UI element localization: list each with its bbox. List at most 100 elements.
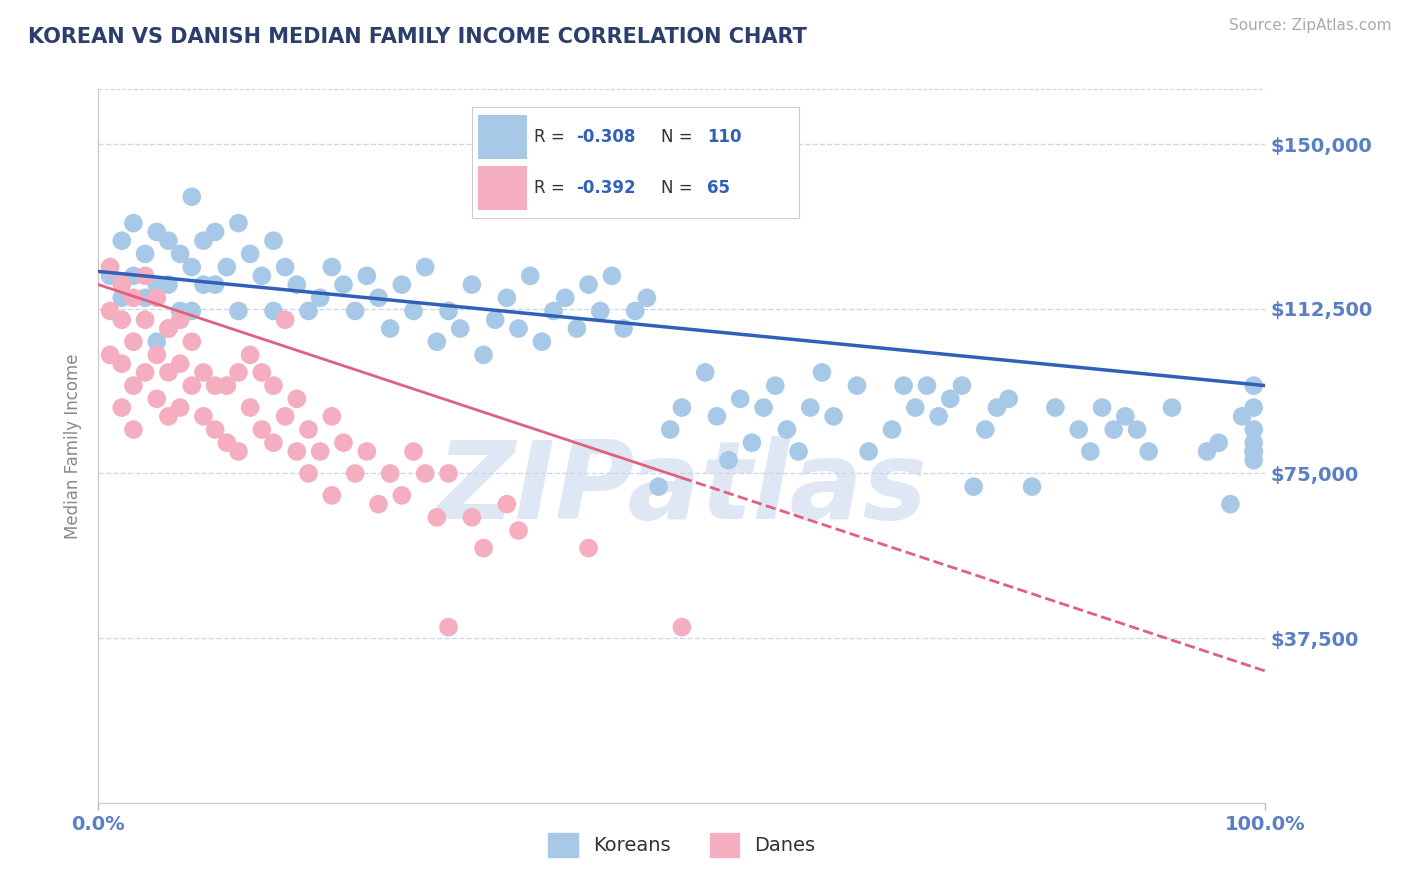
- Point: [134, 366, 156, 380]
- Point: [1067, 423, 1090, 437]
- Point: [285, 277, 308, 292]
- Point: [413, 467, 436, 481]
- Point: [332, 435, 354, 450]
- Point: [449, 321, 471, 335]
- Point: [578, 541, 600, 555]
- Point: [858, 444, 880, 458]
- Point: [309, 444, 332, 458]
- Point: [204, 378, 226, 392]
- Text: -0.392: -0.392: [576, 178, 636, 197]
- Point: [741, 435, 763, 450]
- Point: [250, 268, 273, 283]
- Point: [250, 366, 273, 380]
- Point: [437, 467, 460, 481]
- Point: [262, 304, 284, 318]
- Point: [391, 277, 413, 292]
- Point: [530, 334, 553, 349]
- Point: [997, 392, 1019, 406]
- Point: [893, 378, 915, 392]
- Point: [904, 401, 927, 415]
- Point: [461, 510, 484, 524]
- Point: [157, 366, 180, 380]
- Point: [169, 312, 191, 326]
- Point: [169, 247, 191, 261]
- Point: [134, 268, 156, 283]
- FancyBboxPatch shape: [478, 166, 527, 210]
- Point: [157, 409, 180, 424]
- Point: [344, 467, 367, 481]
- Point: [426, 510, 449, 524]
- Text: R =: R =: [534, 128, 569, 146]
- Point: [285, 392, 308, 406]
- Point: [111, 401, 134, 415]
- Point: [157, 234, 180, 248]
- Point: [285, 444, 308, 458]
- Text: -0.308: -0.308: [576, 128, 636, 146]
- Point: [146, 277, 169, 292]
- Point: [228, 444, 250, 458]
- Point: [1114, 409, 1136, 424]
- Text: KOREAN VS DANISH MEDIAN FAMILY INCOME CORRELATION CHART: KOREAN VS DANISH MEDIAN FAMILY INCOME CO…: [28, 27, 807, 46]
- Point: [695, 366, 717, 380]
- Point: [122, 216, 145, 230]
- Point: [600, 268, 623, 283]
- Point: [554, 291, 576, 305]
- Point: [193, 366, 215, 380]
- Point: [262, 234, 284, 248]
- Point: [250, 423, 273, 437]
- Point: [146, 291, 169, 305]
- Point: [378, 467, 402, 481]
- Point: [472, 348, 495, 362]
- Point: [495, 291, 517, 305]
- Point: [122, 423, 145, 437]
- Point: [1208, 435, 1230, 450]
- Point: [495, 497, 517, 511]
- Point: [519, 268, 541, 283]
- Point: [157, 321, 180, 335]
- Point: [799, 401, 821, 415]
- Point: [367, 497, 389, 511]
- Point: [122, 334, 145, 349]
- Point: [1219, 497, 1241, 511]
- Point: [228, 304, 250, 318]
- Point: [1102, 423, 1125, 437]
- Point: [134, 247, 156, 261]
- Point: [565, 321, 588, 335]
- Point: [811, 366, 834, 380]
- Point: [111, 291, 134, 305]
- Point: [647, 480, 669, 494]
- Point: [309, 291, 332, 305]
- Point: [146, 225, 169, 239]
- Point: [1243, 444, 1265, 458]
- Point: [1243, 423, 1265, 437]
- Point: [880, 423, 903, 437]
- Point: [180, 304, 202, 318]
- Text: 65: 65: [707, 178, 730, 197]
- Point: [962, 480, 984, 494]
- Point: [146, 348, 169, 362]
- Point: [846, 378, 869, 392]
- Point: [262, 435, 284, 450]
- Text: 110: 110: [707, 128, 741, 146]
- Point: [367, 291, 389, 305]
- Point: [157, 321, 180, 335]
- Point: [706, 409, 728, 424]
- Point: [589, 304, 612, 318]
- Point: [111, 277, 134, 292]
- Point: [787, 444, 810, 458]
- Point: [1126, 423, 1149, 437]
- Point: [134, 312, 156, 326]
- Point: [122, 378, 145, 392]
- Legend: Koreans, Danes: Koreans, Danes: [540, 825, 824, 864]
- Point: [484, 312, 506, 326]
- Point: [823, 409, 845, 424]
- Point: [578, 277, 600, 292]
- Point: [239, 401, 262, 415]
- Point: [1045, 401, 1067, 415]
- Point: [1161, 401, 1184, 415]
- Point: [321, 488, 343, 502]
- Point: [1243, 444, 1265, 458]
- Point: [950, 378, 973, 392]
- Point: [239, 247, 262, 261]
- Point: [98, 348, 121, 362]
